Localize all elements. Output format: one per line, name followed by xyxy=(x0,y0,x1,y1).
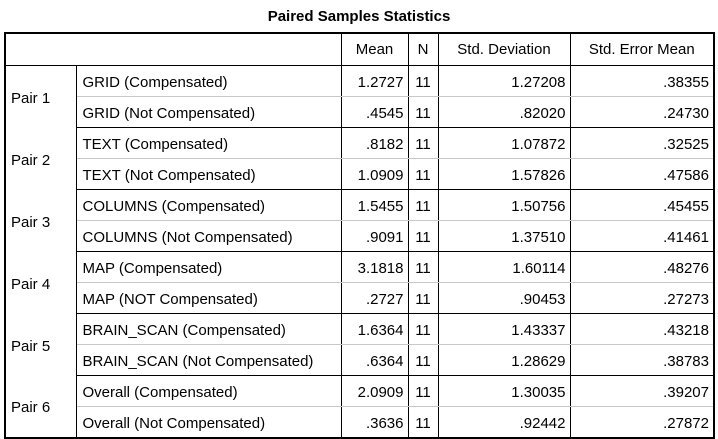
std-error-mean-value: .27273 xyxy=(570,282,714,314)
n-value: 11 xyxy=(408,282,439,314)
mean-value: .8182 xyxy=(341,127,409,159)
variable-label: COLUMNS (Not Compensated) xyxy=(76,220,342,252)
std-error-mean-value: .45455 xyxy=(570,189,714,221)
table-row: TEXT (Not Compensated) 1.0909 11 1.57826.47… xyxy=(5,158,714,190)
std-deviation-value: 1.37510 xyxy=(438,220,571,252)
header-row: Mean N Std. Deviation Std. Error Mean xyxy=(5,32,714,66)
variable-label: BRAIN_SCAN (Not Compensated) xyxy=(76,344,342,376)
variable-label: Overall (Not Compensated) xyxy=(76,406,342,438)
n-value: 11 xyxy=(408,406,439,438)
mean-value: 3.1818 xyxy=(341,251,409,283)
std-error-mean-value: .47586 xyxy=(570,158,714,190)
n-value: 11 xyxy=(408,96,439,128)
variable-label: GRID (Not Compensated) xyxy=(76,96,342,128)
std-error-mean-value: .43218 xyxy=(570,313,714,345)
mean-value: 1.2727 xyxy=(341,65,409,97)
variable-label: TEXT (Compensated) xyxy=(76,127,342,159)
variable-label: TEXT (Not Compensated) xyxy=(76,158,342,190)
std-deviation-value: 1.07872 xyxy=(438,127,571,159)
table-row: Pair 1 GRID (Compensated) 1.2727 11 1.27208.… xyxy=(5,65,714,128)
mean-value: .2727 xyxy=(341,282,409,314)
table-title: Paired Samples Statistics xyxy=(267,8,451,25)
table-row: COLUMNS (Not Compensated) .9091 11 1.37510.… xyxy=(5,220,714,252)
n-value: 11 xyxy=(408,127,439,159)
n-value: 11 xyxy=(408,375,439,407)
paired-samples-statistics-table: Mean N Std. Deviation Std. Error Mean Pa… xyxy=(4,32,715,439)
std-deviation-value: 1.50756 xyxy=(438,189,571,221)
std-error-mean-value: .48276 xyxy=(570,251,714,283)
mean-value: 2.0909 xyxy=(341,375,409,407)
table-row: BRAIN_SCAN (Not Compensated) .6364 11 1.286… xyxy=(5,344,714,376)
std-deviation-value: .90453 xyxy=(438,282,571,314)
header-n: N xyxy=(407,32,439,66)
table-row: Pair 2 TEXT (Compensated) .8182 11 1.07872.3… xyxy=(5,127,714,190)
header-std-deviation: Std. Deviation xyxy=(437,32,571,66)
n-value: 11 xyxy=(408,313,439,345)
pair-label: Pair 5 xyxy=(5,313,77,376)
std-deviation-value: .82020 xyxy=(438,96,571,128)
variable-label: Overall (Compensated) xyxy=(76,375,342,407)
pair-label: Pair 1 xyxy=(5,65,77,128)
variable-label: COLUMNS (Compensated) xyxy=(76,189,342,221)
n-value: 11 xyxy=(408,189,439,221)
table-row: Pair 5 BRAIN_SCAN (Compensated) 1.6364 11 1.… xyxy=(5,313,714,376)
std-error-mean-value: .27872 xyxy=(663,415,709,432)
std-deviation-value: 1.57826 xyxy=(438,158,571,190)
std-error-mean-value: .38783 xyxy=(570,344,714,376)
mean-value: .9091 xyxy=(341,220,409,252)
variable-label: MAP (Compensated) xyxy=(76,251,342,283)
n-value: 11 xyxy=(408,220,439,252)
std-deviation-value: 1.30035 xyxy=(438,375,571,407)
variable-label: MAP (NOT Compensated) xyxy=(76,282,342,314)
table-row: Overall (Not Compensated) .3636 11.92442 .2… xyxy=(5,406,714,438)
mean-value: .3636 xyxy=(341,406,409,438)
header-std-error-mean: Std. Error Mean xyxy=(569,32,714,66)
std-error-mean-value: .24730 xyxy=(570,96,714,128)
n-value: 11 xyxy=(408,344,439,376)
table-row: Pair 3 COLUMNS (Compensated) 1.5455 11 1.507… xyxy=(5,189,714,252)
mean-value: .6364 xyxy=(341,344,409,376)
mean-value: 1.5455 xyxy=(341,189,409,221)
header-blank xyxy=(5,32,342,66)
mean-value: 1.6364 xyxy=(341,313,409,345)
table-row: GRID (Not Compensated) .4545 11.82020.2473… xyxy=(5,96,714,128)
mean-value: 1.0909 xyxy=(341,158,409,190)
std-error-mean-value: .32525 xyxy=(570,127,714,159)
variable-label: GRID (Compensated) xyxy=(76,65,342,97)
n-value: 11 xyxy=(408,251,439,283)
table-row: MAP (NOT Compensated) .2727 11.90453.27273 xyxy=(5,282,714,314)
std-error-mean-value: .38355 xyxy=(570,65,714,97)
std-deviation-value: 1.43337 xyxy=(438,313,571,345)
std-deviation-value: .92442 xyxy=(438,406,571,438)
n-value: 11 xyxy=(408,158,439,190)
pair-label: Pair 2 xyxy=(5,127,77,190)
std-error-mean-value: .39207 xyxy=(570,375,714,407)
header-mean: Mean xyxy=(340,32,409,66)
std-deviation-value: 1.27208 xyxy=(438,65,571,97)
variable-label: BRAIN_SCAN (Compensated) xyxy=(76,313,342,345)
std-deviation-value: 1.60114 xyxy=(438,251,571,283)
pair-label: Pair 6 xyxy=(5,375,77,438)
pair-label: Pair 3 xyxy=(5,189,77,252)
n-value: 11 xyxy=(408,65,439,97)
std-deviation-value: 1.28629 xyxy=(438,344,571,376)
table-row: Pair 4 MAP (Compensated) 3.1818 11 1.60114.4… xyxy=(5,251,714,314)
pair-label: Pair 4 xyxy=(5,251,77,314)
std-error-mean-value: .41461 xyxy=(570,220,714,252)
mean-value: .4545 xyxy=(341,96,409,128)
table-row: Pair 6 Overall (Compensated) 2.0909 11 1.300… xyxy=(5,375,714,438)
